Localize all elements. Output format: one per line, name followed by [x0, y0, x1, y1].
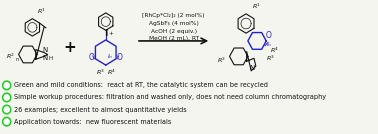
- Text: O: O: [266, 31, 272, 40]
- Text: $R^4$: $R^4$: [107, 68, 116, 77]
- Circle shape: [4, 119, 9, 124]
- Text: $R^1$: $R^1$: [251, 2, 261, 11]
- Text: Application towards:  new fluorescent materials: Application towards: new fluorescent mat…: [14, 119, 171, 125]
- Circle shape: [3, 105, 11, 114]
- Text: $R^3$: $R^3$: [266, 54, 275, 63]
- Text: O: O: [89, 53, 94, 62]
- Text: $R^1$: $R^1$: [37, 6, 46, 16]
- Text: H: H: [48, 56, 53, 61]
- Text: MeOH (2 mL), RT: MeOH (2 mL), RT: [149, 36, 199, 42]
- Text: AgSbF₆ (4 mol%): AgSbF₆ (4 mol%): [149, 21, 198, 26]
- Text: $R^4$: $R^4$: [270, 46, 279, 55]
- Circle shape: [4, 83, 9, 88]
- Text: N: N: [42, 46, 48, 53]
- Text: $R^3$: $R^3$: [96, 68, 105, 77]
- Text: Simple workup procedures: filtration and washed only, does not need column chrom: Simple workup procedures: filtration and…: [14, 94, 326, 100]
- Text: N: N: [42, 55, 48, 61]
- Circle shape: [4, 107, 9, 112]
- Text: AcOH (2 equiv.): AcOH (2 equiv.): [150, 29, 197, 34]
- Circle shape: [3, 117, 11, 126]
- Circle shape: [3, 93, 11, 102]
- Text: [RhCp*Cl₂]₂ (2 mol%): [RhCp*Cl₂]₂ (2 mol%): [143, 13, 205, 18]
- Text: +: +: [64, 40, 76, 55]
- Circle shape: [3, 81, 11, 90]
- Text: $I_n$: $I_n$: [266, 40, 272, 49]
- Text: O: O: [117, 53, 123, 62]
- Text: I: I: [104, 29, 107, 38]
- Text: N: N: [249, 65, 255, 71]
- Text: $I_n$: $I_n$: [107, 52, 113, 61]
- FancyArrowPatch shape: [139, 38, 206, 44]
- Text: +: +: [108, 31, 113, 36]
- Text: n: n: [16, 57, 19, 62]
- Circle shape: [4, 95, 9, 100]
- Text: Green and mild conditions:  react at RT, the catalytic system can be recycled: Green and mild conditions: react at RT, …: [14, 82, 268, 88]
- Text: 26 examples; excellent to almost quantitative yields: 26 examples; excellent to almost quantit…: [14, 107, 187, 113]
- Text: $R^2$: $R^2$: [217, 56, 226, 65]
- Text: $R^2$: $R^2$: [6, 52, 15, 61]
